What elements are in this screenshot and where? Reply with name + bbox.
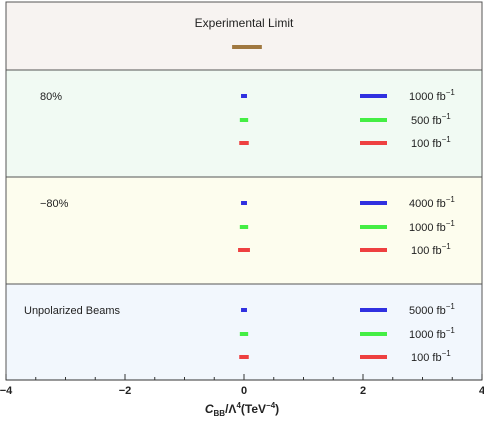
x-axis-label: CBB/Λ4(TeV−4) — [205, 401, 279, 418]
panel-label-1: 80% — [40, 91, 62, 103]
legend-label-2-2: 1000 fb−1 — [409, 219, 455, 234]
legend-label-3-1: 5000 fb−1 — [409, 302, 455, 317]
x-tick-label-3: 2 — [360, 385, 366, 397]
legend-label-1-1: 1000 fb−1 — [409, 88, 455, 103]
x-tick-label-4: 4 — [479, 385, 484, 397]
panel-label-3: Unpolarized Beams — [24, 305, 120, 317]
experimental-limit-label: Experimental Limit — [195, 16, 294, 30]
legend-label-2-3: 100 fb−1 — [411, 242, 451, 257]
x-tick-label-0: −4 — [0, 385, 13, 397]
panel-label-2: −80% — [40, 198, 69, 210]
legend-label-3-3: 100 fb−1 — [411, 349, 451, 364]
legend-label-2-1: 4000 fb−1 — [409, 195, 455, 210]
x-tick-label-1: −2 — [119, 385, 132, 397]
legend-label-1-3: 100 fb−1 — [411, 135, 451, 150]
x-tick-label-2: 0 — [241, 385, 247, 397]
experimental-limit-panel — [5, 1, 483, 71]
legend-label-3-2: 1000 fb−1 — [409, 326, 455, 341]
panel-2 — [5, 176, 483, 285]
legend-label-1-2: 500 fb−1 — [411, 112, 451, 127]
